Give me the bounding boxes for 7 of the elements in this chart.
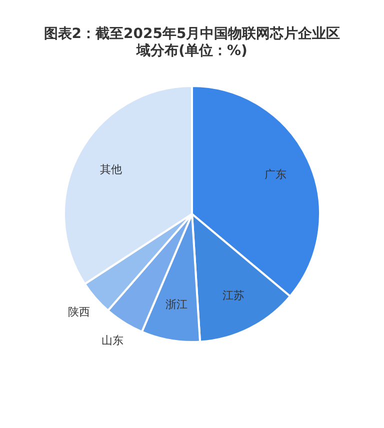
slice-label: 广东 — [264, 168, 287, 182]
slice-label: 山东 — [101, 334, 124, 348]
slice-label: 浙江 — [165, 298, 188, 311]
slice-label: 江苏 — [222, 289, 245, 302]
slice-label: 陕西 — [68, 305, 90, 318]
slice-label: 其他 — [100, 163, 122, 176]
chart-title: 图表2：截至2025年5月中国物联网芯片企业区域分布(单位：%) — [44, 26, 340, 59]
